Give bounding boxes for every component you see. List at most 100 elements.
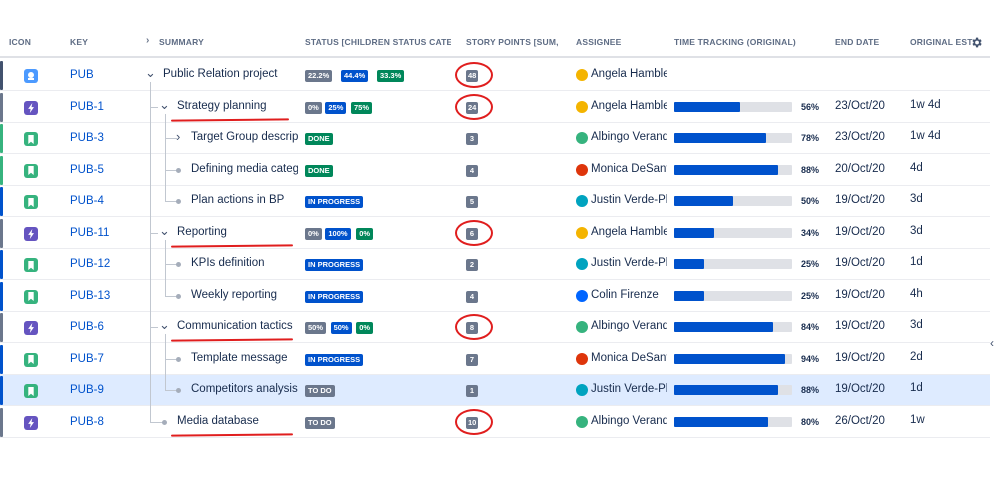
issue-key-link[interactable]: PUB-3 [70,132,104,144]
chevron-down-icon[interactable]: ⌄ [159,96,170,112]
gear-icon[interactable] [970,36,983,49]
avatar[interactable] [576,100,588,113]
issue-key-link[interactable]: PUB-1 [70,100,104,113]
column-header-key[interactable]: KEY [70,37,89,47]
column-header-status[interactable]: STATUS [CHILDREN STATUS CATEGOR [305,37,451,47]
table-row[interactable]: PUB-11 ⌄ Reporting 0% 100% 0% 6 Angela Hamblet 3… [0,218,990,249]
avatar[interactable] [576,258,588,270]
assignee-name[interactable]: Colin Firenze [591,288,659,301]
issue-key-link[interactable]: PUB-8 [70,415,104,428]
issue-key-link[interactable]: PUB-11 [70,226,110,239]
avatar[interactable] [576,226,588,239]
assignee-name[interactable]: Albingo Verande [591,131,667,143]
issue-summary[interactable]: Target Group descripti [191,131,298,143]
avatar[interactable] [576,289,588,302]
status-lozenge: IN PROGRESS [305,196,364,208]
chevron-left-icon[interactable]: ‹ [990,336,994,350]
issue-key-link[interactable]: PUB-7 [70,352,104,365]
table-row[interactable]: PUB-5 Defining media categc DONE 4 Monica De… [0,155,990,186]
issue-summary[interactable]: KPIs definition [191,257,265,269]
issue-summary[interactable]: Communication tactics [177,320,293,332]
assignee-name[interactable]: Justin Verde-Pla [591,383,667,395]
table-row[interactable]: PUB-8 Media database TO DO 10 Albingo Verand… [0,407,990,438]
time-tracking-fill [674,101,741,112]
time-tracking-percent: 84% [801,322,820,332]
issue-summary[interactable]: Media database [177,414,259,427]
issue-key-link[interactable]: PUB [70,69,94,81]
assignee-name[interactable]: Angela Hamblet [591,225,667,238]
issue-summary[interactable]: Reporting [177,225,227,238]
avatar[interactable] [576,195,588,207]
avatar[interactable] [576,352,588,365]
end-date: 19/Oct/20 [835,383,885,395]
time-tracking-percent: 80% [801,416,820,427]
column-header-assignee[interactable]: ASSIGNEE [576,37,622,47]
column-header-end-date[interactable]: END DATE [835,37,880,47]
avatar[interactable] [576,69,588,81]
issue-key-link[interactable]: PUB-13 [70,289,111,302]
row-type-indicator [0,313,3,342]
table-row[interactable]: PUB-9 Competitors analysis TO DO 1 Justin Ve… [0,375,990,406]
issue-summary[interactable]: Weekly reporting [191,288,278,301]
column-header-summary[interactable]: SUMMARY [159,37,204,47]
time-tracking-fill [674,196,733,206]
chevron-down-icon[interactable]: ⌄ [159,222,170,238]
issue-summary[interactable]: Plan actions in BP [191,194,285,206]
assignee-name[interactable]: Monica DeSanto [591,162,667,175]
issue-key-link[interactable]: PUB-5 [70,163,104,176]
column-header-story-points[interactable]: STORY POINTS [SUM, WI [466,37,561,47]
assignee-name[interactable]: Angela Hamblet [591,99,667,112]
chevron-right-icon[interactable]: › [146,35,150,46]
assignee-name[interactable]: Angela Hamblet [591,68,667,80]
issue-key-link[interactable]: PUB-9 [70,384,104,396]
end-date: 19/Oct/20 [835,288,885,301]
column-header-original-estimate[interactable]: ORIGINAL EST [910,37,973,47]
issue-key-link[interactable]: PUB-4 [70,195,104,207]
column-header-time-tracking[interactable]: TIME TRACKING (ORIGINAL) [674,37,796,47]
project-icon [24,69,38,83]
end-date: 26/Oct/20 [835,414,885,427]
time-tracking-bar [674,290,792,301]
column-header-icon[interactable]: ICON [9,37,32,47]
chevron-down-icon[interactable]: ⌄ [159,317,170,332]
table-row[interactable]: PUB-12 KPIs definition IN PROGRESS 2 Justin … [0,249,990,280]
table-row[interactable]: PUB-13 Weekly reporting IN PROGRESS 4 Colin … [0,281,990,312]
avatar[interactable] [576,321,588,333]
time-tracking-fill [674,227,715,238]
original-estimate: 4d [910,161,923,174]
assignee-name[interactable]: Monica DeSanto [591,351,667,364]
avatar[interactable] [576,132,588,144]
table-row[interactable]: PUB-4 Plan actions in BP IN PROGRESS 5 Justi… [0,186,990,217]
table-row[interactable]: PUB ⌄ Public Relation project 22.2% 44.4% 33.… [0,60,990,91]
table-row[interactable]: PUB-3 › Target Group descripti DONE 3 Albingo… [0,123,990,154]
annotation-underline [170,243,294,248]
issue-summary[interactable]: Competitors analysis [191,383,298,395]
time-tracking-bar [674,385,792,395]
chevron-down-icon[interactable]: ⌄ [145,65,156,80]
story-icon [24,132,38,146]
issue-summary[interactable]: Strategy planning [177,99,267,112]
table-row[interactable]: PUB-1 ⌄ Strategy planning 0% 25% 75% 24 Angela … [0,92,990,123]
issue-key-link[interactable]: PUB-12 [70,258,111,270]
assignee-name[interactable]: Justin Verde-Pla [591,194,667,206]
issue-summary[interactable]: Public Relation project [163,68,278,80]
avatar[interactable] [576,384,588,396]
issue-summary[interactable]: Defining media categc [191,162,298,175]
annotation-circle [455,62,493,88]
chevron-right-icon[interactable]: › [176,129,181,144]
avatar[interactable] [576,415,588,428]
table-row[interactable]: PUB-6 ⌄ Communication tactics 50% 50% 0% 8 Albi… [0,312,990,343]
avatar[interactable] [576,163,588,176]
end-date: 19/Oct/20 [835,194,885,206]
issue-summary[interactable]: Template message [191,351,288,364]
assignee-name[interactable]: Albingo Verande [591,320,667,332]
assignee-name[interactable]: Justin Verde-Pla [591,257,667,269]
table-row[interactable]: PUB-7 Template message IN PROGRESS 7 Monica … [0,344,990,375]
story-icon [24,195,38,209]
assignee-name[interactable]: Albingo Verande [591,414,667,427]
status-lozenge: 50% [330,322,352,334]
story-icon [24,352,38,367]
annotation-underline [170,432,294,437]
tree-node-dot [176,388,181,393]
issue-key-link[interactable]: PUB-6 [70,321,104,333]
